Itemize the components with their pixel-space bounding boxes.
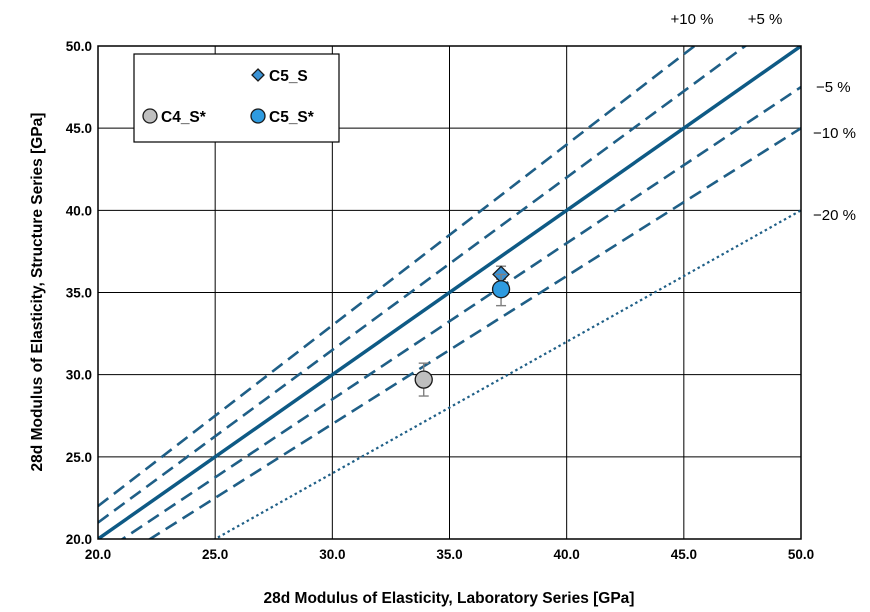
reference-lines xyxy=(98,46,801,539)
legend: C5_S C4_S* C5_S* xyxy=(133,53,340,143)
legend-marker-c5-s- xyxy=(250,108,266,124)
x-tick-label: 50.0 xyxy=(788,547,814,562)
reference-line xyxy=(212,209,801,539)
reference-line-label: −10 % xyxy=(813,125,856,142)
x-tick-label: 20.0 xyxy=(85,547,111,562)
y-tick-label: 20.0 xyxy=(66,532,92,547)
reference-line-label: −5 % xyxy=(816,79,851,96)
reference-line xyxy=(147,127,801,539)
y-tick-label: 30.0 xyxy=(66,368,92,383)
y-axis-ticks: 20.0 25.0 30.0 35.0 40.0 45.0 50.0 xyxy=(66,39,92,547)
data-points xyxy=(414,265,511,397)
x-axis-ticks: 20.0 25.0 30.0 35.0 40.0 45.0 50.0 xyxy=(85,547,814,562)
y-tick-label: 45.0 xyxy=(66,121,92,136)
reference-line-label: +10 % xyxy=(671,11,714,28)
x-tick-label: 30.0 xyxy=(319,547,345,562)
x-tick-label: 40.0 xyxy=(554,547,580,562)
reference-line xyxy=(120,86,801,539)
reference-line-label: +5 % xyxy=(748,11,783,28)
legend-box xyxy=(133,53,340,143)
plot-frame xyxy=(97,45,802,540)
legend-marker-c5-s xyxy=(251,68,265,82)
legend-label-c5-s-: C5_S* xyxy=(269,109,315,126)
legend-marker-c4-s- xyxy=(142,108,158,124)
x-tick-label: 45.0 xyxy=(671,547,697,562)
x-tick-label: 25.0 xyxy=(202,547,228,562)
legend-label-c5-s: C5_S xyxy=(269,68,308,85)
y-axis-title: 28d Modulus of Elasticity, Structure Ser… xyxy=(29,113,46,472)
x-axis-title: 28d Modulus of Elasticity, Laboratory Se… xyxy=(264,590,635,607)
x-tick-label: 35.0 xyxy=(436,547,462,562)
data-point-c5-s- xyxy=(491,280,511,299)
y-tick-label: 35.0 xyxy=(66,286,92,301)
reference-line xyxy=(98,46,697,508)
reference-line-labels: +10 % +5 % −5 % −10 % −20 % xyxy=(671,11,856,224)
y-tick-label: 40.0 xyxy=(66,203,92,218)
data-point-c4-s- xyxy=(414,370,433,389)
equality-line xyxy=(98,46,801,539)
y-tick-label: 25.0 xyxy=(66,450,92,465)
reference-line xyxy=(98,46,748,524)
legend-label-c4-s-: C4_S* xyxy=(161,109,207,126)
y-tick-label: 50.0 xyxy=(66,39,92,54)
reference-line-label: −20 % xyxy=(813,207,856,224)
